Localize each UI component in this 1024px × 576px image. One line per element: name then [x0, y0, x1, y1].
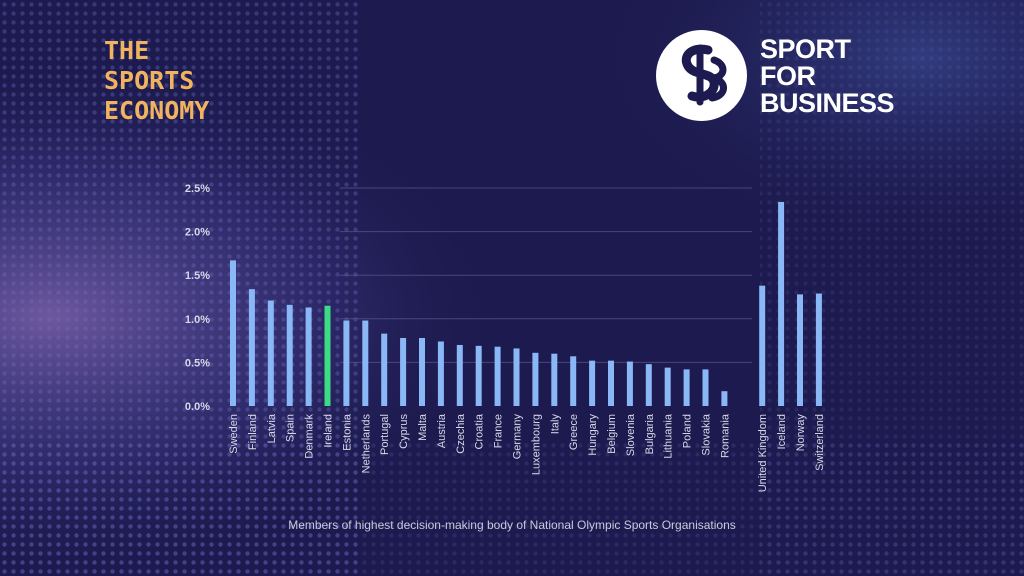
bar-netherlands	[362, 320, 369, 406]
x-tick-label: Ireland	[323, 414, 335, 448]
y-axis-ticks: 0.0% 0.5% 1.0% 1.5% 2.0% 2.5%	[185, 183, 210, 413]
bar-bulgaria	[645, 364, 652, 406]
bar-germany	[513, 348, 520, 406]
logo-line: FOR	[760, 61, 816, 91]
x-tick-label: Malta	[417, 413, 429, 441]
x-tick-label: Belgium	[606, 414, 618, 454]
x-tick-label: Iceland	[776, 414, 788, 449]
bar-estonia	[343, 320, 350, 406]
x-tick-label: Slovakia	[701, 413, 713, 455]
bar-belgium	[608, 360, 614, 406]
brand-line: THE	[104, 36, 150, 65]
x-tick-label: Lithuania	[663, 413, 675, 459]
bar-ireland	[324, 305, 331, 406]
bar-malta	[419, 337, 425, 406]
bar-france	[494, 346, 501, 406]
bar-spain	[286, 304, 293, 406]
x-tick-label: Hungary	[587, 414, 599, 456]
x-tick-label: Switzerland	[814, 414, 826, 471]
bar-finland	[248, 289, 255, 406]
y-tick-label: 2.5%	[185, 183, 210, 195]
x-tick-label: Italy	[549, 414, 561, 435]
y-tick-label: 0.5%	[185, 357, 210, 369]
x-tick-label: Sweden	[228, 414, 240, 454]
x-tick-label: Spain	[285, 414, 297, 442]
bar-croatia	[475, 345, 482, 406]
x-tick-label: Estonia	[341, 413, 353, 451]
bar-cyprus	[400, 337, 407, 406]
y-tick-label: 1.0%	[185, 314, 210, 326]
bar-united-kingdom	[759, 285, 766, 406]
x-tick-label: Slovenia	[625, 413, 637, 456]
bar-portugal	[381, 333, 388, 406]
x-tick-label: Poland	[682, 414, 694, 448]
x-tick-label: Latvia	[266, 413, 278, 443]
bar-austria	[437, 341, 444, 406]
bar-switzerland	[815, 293, 822, 406]
sport-for-business-logo[interactable]: SPORT FOR BUSINESS	[656, 30, 916, 126]
x-axis-labels: Sweden Finland Latvia Spain Denmark Ireland Es…	[228, 413, 826, 492]
logo-wordmark: SPORT FOR BUSINESS	[760, 34, 895, 118]
bar-norway	[797, 294, 803, 406]
bars	[230, 201, 822, 406]
bar-luxembourg	[532, 352, 539, 406]
y-tick-label: 1.5%	[185, 270, 210, 282]
bar-italy	[551, 353, 558, 406]
bar-romania	[721, 391, 728, 406]
brand-line: SPORTS	[104, 66, 195, 95]
bar-czechia	[456, 344, 463, 406]
sb-monogram-icon	[656, 30, 747, 121]
x-tick-label: Germany	[512, 414, 524, 460]
x-tick-label: Netherlands	[360, 414, 372, 474]
bar-latvia	[267, 300, 274, 406]
x-tick-label: Romania	[719, 413, 731, 458]
x-tick-label: France	[493, 414, 505, 448]
x-tick-label: Czechia	[455, 413, 467, 454]
x-tick-label: Luxembourg	[530, 414, 542, 475]
x-tick-label: Finland	[247, 414, 259, 450]
gridlines	[340, 187, 752, 363]
y-tick-label: 0.0%	[185, 401, 210, 413]
x-tick-label: Portugal	[379, 414, 391, 455]
bar-lithuania	[664, 367, 671, 406]
x-tick-label: Greece	[568, 414, 580, 450]
bar-slovakia	[702, 369, 709, 406]
bar-denmark	[305, 307, 312, 406]
brand-line: ECONOMY	[104, 96, 210, 125]
sports-economy-brand: THE SPORTS ECONOMY	[104, 36, 209, 126]
x-tick-label: Cyprus	[398, 414, 410, 449]
bar-greece	[570, 356, 577, 406]
x-tick-label: Bulgaria	[644, 413, 656, 454]
x-tick-label: Denmark	[304, 414, 316, 459]
logo-line: BUSINESS	[760, 88, 895, 118]
bar-slovenia	[626, 361, 633, 406]
x-tick-label: Norway	[795, 414, 807, 452]
x-tick-label: Croatia	[474, 413, 486, 449]
bar-sweden	[230, 260, 236, 406]
bar-poland	[683, 369, 690, 406]
chart-caption: Members of highest decision-making body …	[288, 518, 736, 532]
logo-line: SPORT	[760, 34, 851, 64]
y-tick-label: 2.0%	[185, 227, 210, 239]
bar-hungary	[589, 360, 596, 406]
bar-iceland	[778, 201, 785, 406]
x-tick-label: United Kingdom	[757, 414, 769, 492]
x-tick-label: Austria	[436, 413, 448, 448]
